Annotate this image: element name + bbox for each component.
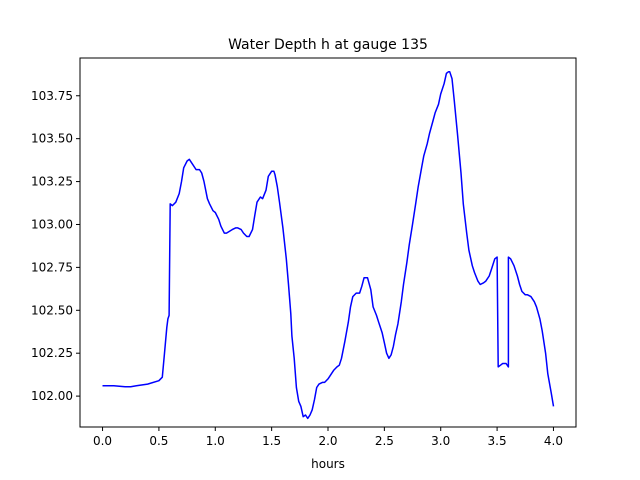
x-tick-label: 1.5 (262, 434, 281, 448)
y-tick-label: 103.50 (31, 132, 73, 146)
chart-title: Water Depth h at gauge 135 (228, 37, 428, 53)
y-tick-label: 102.00 (31, 389, 73, 403)
x-axis-label: hours (311, 457, 345, 471)
x-tick-label: 3.5 (488, 434, 507, 448)
x-axis-ticks: 0.0 0.5 1.0 1.5 2.0 2.5 3.0 3.5 4.0 (93, 427, 563, 448)
y-tick-label: 102.50 (31, 303, 73, 317)
y-tick-label: 103.75 (31, 89, 73, 103)
x-tick-label: 3.0 (431, 434, 450, 448)
y-tick-label: 103.00 (31, 217, 73, 231)
x-tick-label: 2.0 (318, 434, 337, 448)
plot-frame (79, 57, 577, 428)
y-tick-label: 102.25 (31, 346, 73, 360)
x-tick-label: 2.5 (375, 434, 394, 448)
y-tick-label: 102.75 (31, 260, 73, 274)
series-line (102, 70, 555, 420)
x-tick-label: 0.0 (93, 434, 112, 448)
series-layer (102, 70, 555, 420)
y-axis-ticks: 102.00 102.25 102.50 102.75 103.00 103.25 103.… (31, 89, 80, 403)
x-tick-label: 1.0 (206, 434, 225, 448)
x-tick-label: 4.0 (544, 434, 563, 448)
y-tick-label: 103.25 (31, 175, 73, 189)
x-tick-label: 0.5 (149, 434, 168, 448)
